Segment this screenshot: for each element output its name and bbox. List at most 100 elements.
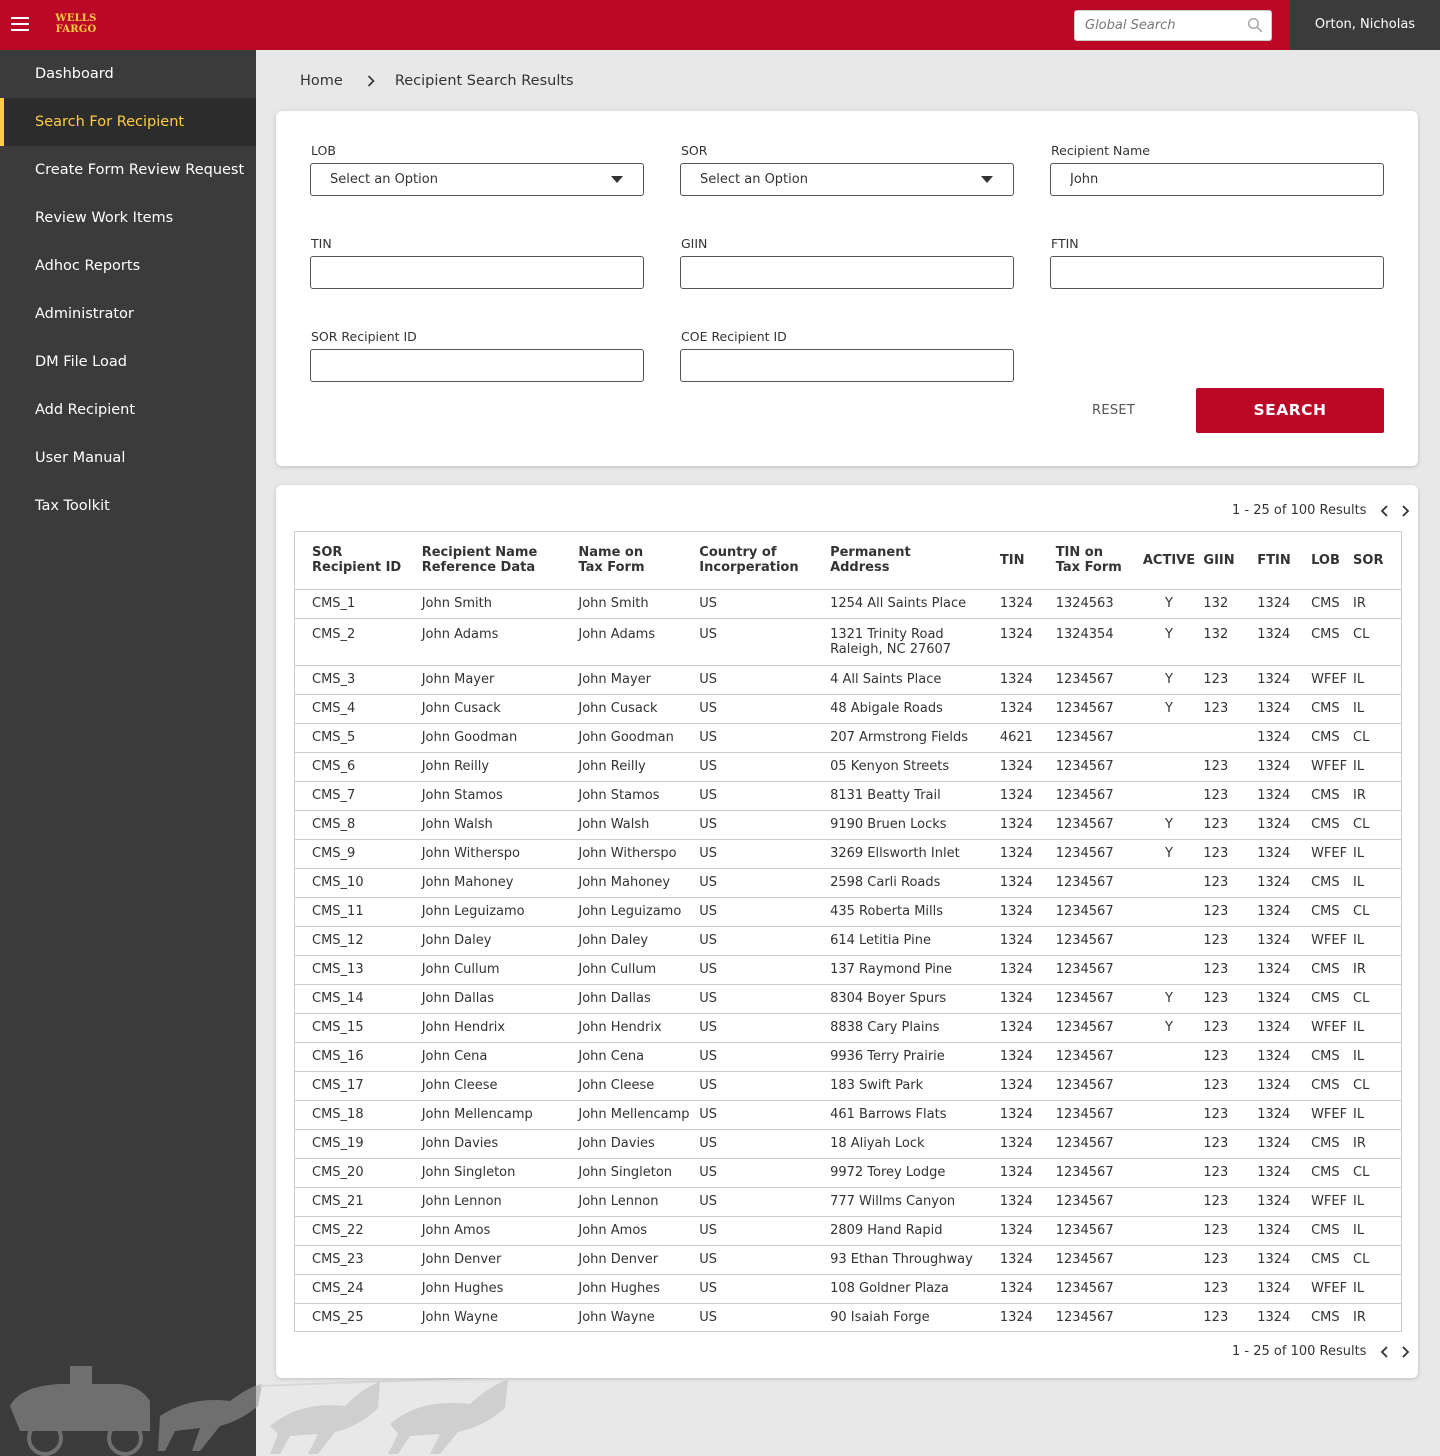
table-row[interactable]: CMS_25 John Wayne John Wayne US 90 Isaiah Fo… <box>295 1303 1401 1331</box>
active-cell: Y <box>1134 839 1204 869</box>
address-line: 93 Ethan Throughway <box>830 1252 973 1267</box>
lob-cell: CMS <box>1311 1158 1354 1188</box>
hamburger-menu-icon[interactable] <box>11 16 29 32</box>
address-cell: 461 Barrows Flats <box>830 1100 1000 1130</box>
top-bar: WELLS FARGO Orton, Nicholas <box>0 0 1440 50</box>
table-row[interactable]: CMS_16 John Cena John Cena US 9936 Terry Pra… <box>295 1042 1401 1072</box>
table-row[interactable]: CMS_9 John Witherspo John Witherspo US 3269 … <box>295 839 1401 869</box>
table-row[interactable]: CMS_17 John Cleese John Cleese US 183 Swift … <box>295 1071 1401 1101</box>
table-row[interactable]: CMS_4 John Cusack John Cusack US 48 Abigale … <box>295 694 1401 724</box>
sor-recipient-id-cell: CMS_6 <box>295 752 422 782</box>
sidebar-item-dashboard[interactable]: Dashboard <box>35 66 114 82</box>
table-row[interactable]: CMS_21 John Lennon John Lennon US 777 Willms… <box>295 1187 1401 1217</box>
table-row[interactable]: CMS_7 John Stamos John Stamos US 8131 Beatty… <box>295 781 1401 811</box>
table-row[interactable]: CMS_5 John Goodman John Goodman US 207 Armst… <box>295 723 1401 753</box>
chevron-right-icon[interactable] <box>1398 1345 1412 1359</box>
address-line: 9190 Bruen Locks <box>830 817 947 832</box>
table-row[interactable]: CMS_1 John Smith John Smith US 1254 All Sain… <box>295 589 1401 619</box>
ftin-cell: 1324 <box>1257 810 1312 840</box>
giin-input[interactable] <box>681 257 1013 288</box>
chevron-right-icon[interactable] <box>1398 504 1412 518</box>
recipient-name-cell: John Mellencamp <box>421 1100 579 1130</box>
table-row[interactable]: CMS_11 John Leguizamo John Leguizamo US 435 … <box>295 897 1401 927</box>
caret-down-icon <box>611 176 623 183</box>
table-row[interactable]: CMS_14 John Dallas John Dallas US 8304 Boyer… <box>295 984 1401 1014</box>
recipient-name-input[interactable] <box>1051 164 1383 195</box>
sidebar-item-dm-file-load[interactable]: DM File Load <box>35 354 127 370</box>
tin-cell: 1324 <box>999 1013 1056 1043</box>
sidebar-item-user-manual[interactable]: User Manual <box>35 450 126 466</box>
sidebar-item-review-work-items[interactable]: Review Work Items <box>35 210 174 226</box>
table-row[interactable]: CMS_6 John Reilly John Reilly US 05 Kenyon S… <box>295 752 1401 782</box>
tin-on-tax-form-cell: 1234567 <box>1055 955 1135 985</box>
active-cell <box>1134 926 1204 956</box>
table-row[interactable]: CMS_2 John Adams John Adams US 1321 Trinity … <box>295 618 1401 666</box>
sor-recipient-id-cell: CMS_15 <box>295 1013 422 1043</box>
column-header[interactable]: SOR <box>1353 532 1401 590</box>
table-row[interactable]: CMS_23 John Denver John Denver US 93 Ethan T… <box>295 1245 1401 1275</box>
table-row[interactable]: CMS_15 John Hendrix John Hendrix US 8838 Car… <box>295 1013 1401 1043</box>
active-cell <box>1134 781 1204 811</box>
column-header[interactable]: GIIN <box>1203 532 1258 590</box>
table-row[interactable]: CMS_19 John Davies John Davies US 18 Aliyah … <box>295 1129 1401 1159</box>
address-line: 8304 Boyer Spurs <box>830 991 947 1006</box>
table-row[interactable]: CMS_8 John Walsh John Walsh US 9190 Bruen Lo… <box>295 810 1401 840</box>
lob-cell: WFEF <box>1311 839 1354 869</box>
column-header[interactable]: TIN on Tax Form <box>1055 532 1135 590</box>
active-cell: Y <box>1134 589 1204 619</box>
column-header[interactable]: Recipient Name Reference Data <box>421 532 579 590</box>
table-row[interactable]: CMS_22 John Amos John Amos US 2809 Hand Rapi… <box>295 1216 1401 1246</box>
sidebar-item-create-form-review-request[interactable]: Create Form Review Request <box>35 162 245 178</box>
tin-label: TIN <box>311 236 332 251</box>
recipient-name-cell: John Mayer <box>421 665 579 695</box>
ftin-cell: 1324 <box>1257 897 1312 927</box>
lob-select[interactable]: Select an Option <box>310 163 644 196</box>
table-row[interactable]: CMS_24 John Hughes John Hughes US 108 Goldne… <box>295 1274 1401 1304</box>
active-cell: Y <box>1134 694 1204 724</box>
breadcrumb-home[interactable]: Home <box>300 73 343 89</box>
sor-recipient-id-cell: CMS_24 <box>295 1274 422 1304</box>
table-row[interactable]: CMS_3 John Mayer John Mayer US 4 All Saints … <box>295 665 1401 695</box>
sor-select[interactable]: Select an Option <box>680 163 1014 196</box>
search-icon[interactable] <box>1247 17 1263 33</box>
reset-button[interactable]: RESET <box>1092 403 1136 418</box>
sidebar-item-adhoc-reports[interactable]: Adhoc Reports <box>35 258 141 274</box>
sidebar-item-search-for-recipient[interactable]: Search For Recipient <box>0 98 256 146</box>
giin-cell: 123 <box>1203 665 1258 695</box>
column-header[interactable]: Name on Tax Form <box>578 532 700 590</box>
chevron-left-icon[interactable] <box>1378 504 1392 518</box>
column-header[interactable]: SOR Recipient ID <box>295 532 422 590</box>
tin-input[interactable] <box>311 257 643 288</box>
sidebar-item-administrator[interactable]: Administrator <box>35 306 134 322</box>
country-cell: US <box>699 1013 831 1043</box>
ftin-cell: 1324 <box>1257 1216 1312 1246</box>
address-cell: 48 Abigale Roads <box>830 694 1000 724</box>
column-header[interactable]: Country of Incorperation <box>699 532 831 590</box>
name-on-tax-form-cell: John Mellencamp <box>578 1100 700 1130</box>
ftin-input[interactable] <box>1051 257 1383 288</box>
coe-recipient-id-input[interactable] <box>681 350 1013 381</box>
table-row[interactable]: CMS_20 John Singleton John Singleton US 9972… <box>295 1158 1401 1188</box>
name-on-tax-form-cell: John Cena <box>578 1042 700 1072</box>
tin-on-tax-form-cell: 1234567 <box>1055 926 1135 956</box>
table-row[interactable]: CMS_10 John Mahoney John Mahoney US 2598 Car… <box>295 868 1401 898</box>
sidebar-item-add-recipient[interactable]: Add Recipient <box>35 402 136 418</box>
column-header[interactable]: LOB <box>1311 532 1354 590</box>
user-menu[interactable]: Orton, Nicholas <box>1290 0 1440 50</box>
wells-fargo-logo[interactable]: WELLS FARGO <box>54 13 98 37</box>
recipient-name-cell: John Cusack <box>421 694 579 724</box>
sidebar-item-tax-toolkit[interactable]: Tax Toolkit <box>35 498 110 514</box>
chevron-left-icon[interactable] <box>1378 1345 1392 1359</box>
table-row[interactable]: CMS_18 John Mellencamp John Mellencamp US 46… <box>295 1100 1401 1130</box>
global-search-input[interactable] <box>1075 11 1240 40</box>
column-header[interactable]: Permanent Address <box>830 532 1000 590</box>
lob-cell: CMS <box>1311 1245 1354 1275</box>
column-header[interactable]: FTIN <box>1257 532 1312 590</box>
search-button[interactable]: SEARCH <box>1196 388 1384 433</box>
column-header[interactable]: TIN <box>999 532 1056 590</box>
address-cell: 3269 Ellsworth Inlet <box>830 839 1000 869</box>
table-row[interactable]: CMS_13 John Cullum John Cullum US 137 Raymon… <box>295 955 1401 985</box>
table-row[interactable]: CMS_12 John Daley John Daley US 614 Letitia … <box>295 926 1401 956</box>
column-header[interactable]: ACTIVE <box>1134 532 1204 590</box>
sor-recipient-id-input[interactable] <box>311 350 643 381</box>
